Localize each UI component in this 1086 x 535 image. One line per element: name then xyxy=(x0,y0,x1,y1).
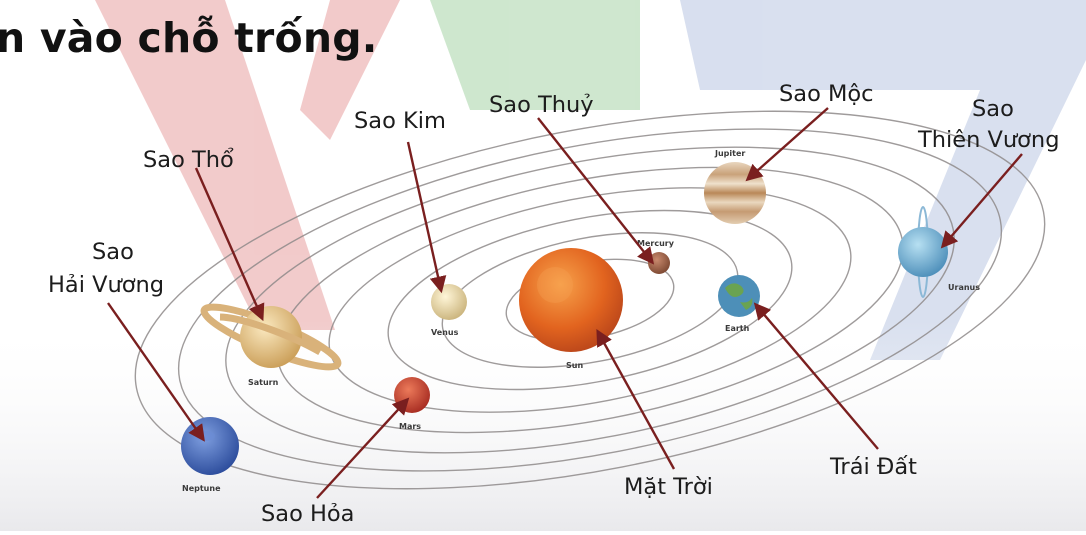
venus xyxy=(431,284,467,320)
leader-arrows xyxy=(107,107,1023,499)
label-sao-thien-vuong-line1: Sao xyxy=(972,96,1014,122)
mercury xyxy=(648,252,670,274)
neptune xyxy=(181,417,239,475)
watermark-blue-shape xyxy=(680,0,1086,360)
orbit-3 xyxy=(387,209,793,391)
arrow-sao-hoa xyxy=(316,397,410,499)
mercury-tag: Mercury xyxy=(637,239,675,248)
orbit-8 xyxy=(134,110,1046,490)
label-sao-thuy: Sao Thuỷ xyxy=(489,92,594,118)
orbit-7 xyxy=(177,128,1003,472)
orbit-6 xyxy=(225,146,955,454)
arrow-mat-troi xyxy=(596,329,676,470)
label-sao-hai-vuong-line2: Hải Vương xyxy=(48,272,165,298)
saturn-tag: Saturn xyxy=(248,378,279,387)
label-trai-dat: Trái Đất xyxy=(830,454,917,480)
exercise-heading: n vào chỗ trống. xyxy=(0,14,378,62)
uranus-tag: Uranus xyxy=(948,283,980,292)
label-sao-hai-vuong-line1: Sao xyxy=(92,239,134,265)
label-sao-hoa: Sao Hỏa xyxy=(261,501,355,527)
bottom-shade xyxy=(0,320,1086,531)
watermark-logo xyxy=(95,0,1086,360)
venus-tag: Venus xyxy=(431,328,459,337)
saturn xyxy=(200,303,342,371)
watermark-red-shape xyxy=(95,0,335,330)
label-mat-troi: Mặt Trời xyxy=(624,474,713,500)
sun xyxy=(519,248,623,352)
orbit-2 xyxy=(441,232,739,368)
uranus xyxy=(898,206,948,298)
label-sao-kim: Sao Kim xyxy=(354,108,446,134)
label-sao-thien-vuong-line2: Thiên Vương xyxy=(918,127,1060,153)
watermark-green-shape xyxy=(430,0,640,110)
neptune-tag: Neptune xyxy=(182,484,221,493)
arrow-sao-kim xyxy=(406,141,447,294)
arrow-sao-hai-vuong xyxy=(107,302,205,442)
earth xyxy=(718,275,760,317)
arrow-sao-moc xyxy=(745,107,829,182)
label-sao-tho: Sao Thổ xyxy=(143,147,234,173)
label-sao-moc: Sao Mộc xyxy=(779,81,874,107)
mars-tag: Mars xyxy=(399,422,421,431)
arrow-trai-dat xyxy=(753,302,879,450)
sun-tag: Sun xyxy=(566,361,583,370)
arrow-sao-thien-vuong xyxy=(940,153,1023,249)
jupiter-tag: Jupiter xyxy=(714,149,745,158)
earth-tag: Earth xyxy=(725,324,750,333)
arrow-sao-thuy xyxy=(537,117,655,265)
watermark-red-shape-2 xyxy=(300,0,400,140)
arrow-sao-tho xyxy=(194,167,265,322)
